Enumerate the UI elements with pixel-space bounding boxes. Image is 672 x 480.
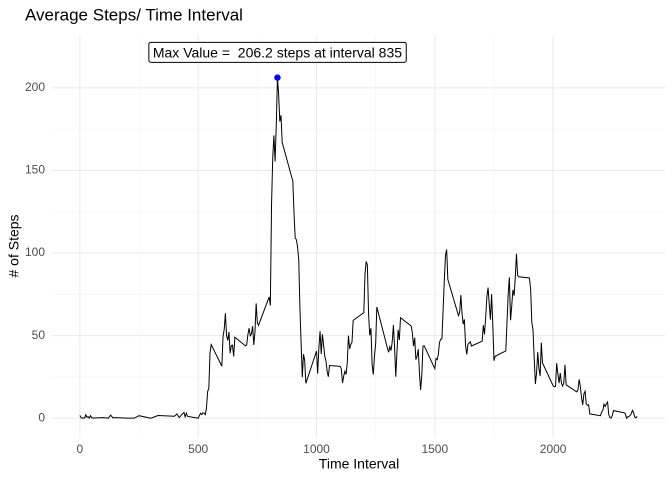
- y-tick-label: 50: [32, 328, 46, 342]
- x-axis-title: Time Interval: [319, 456, 399, 472]
- x-tick-label: 2000: [540, 442, 567, 456]
- x-tick-label: 1000: [303, 442, 330, 456]
- annotation-box: [148, 41, 407, 63]
- x-tick-label: 0: [77, 442, 84, 456]
- annotation-text: Max Value = 206.2 steps at interval 835: [153, 44, 402, 60]
- annotation: Max Value = 206.2 steps at interval 835: [148, 41, 407, 63]
- x-tick-label: 500: [188, 442, 208, 456]
- y-tick-label: 0: [38, 410, 45, 424]
- x-tick-label: 1500: [421, 442, 448, 456]
- grid: [52, 35, 665, 438]
- chart-title: Average Steps/ Time Interval: [25, 5, 243, 24]
- y-tick-label: 150: [25, 163, 45, 177]
- y-tick-label: 200: [25, 80, 45, 94]
- line: [79, 77, 638, 420]
- y-axis-title: # of Steps: [6, 214, 22, 277]
- y-tick-label: 100: [25, 245, 45, 259]
- max-point: [274, 74, 281, 81]
